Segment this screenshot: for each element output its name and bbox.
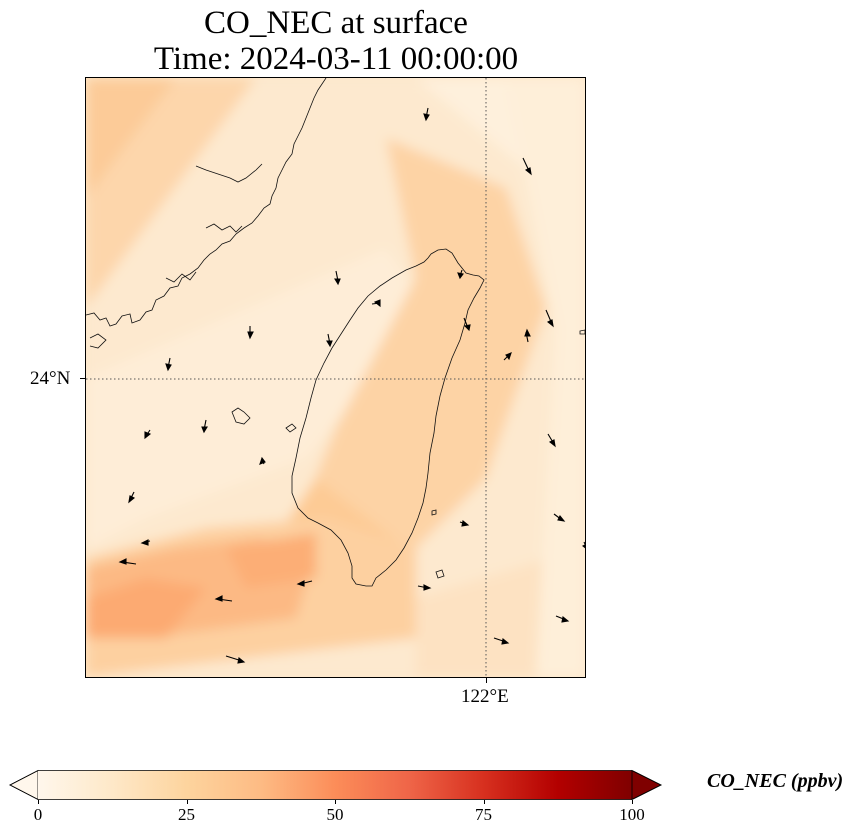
colorbar-tick-label: 75 <box>475 805 492 824</box>
longitude-tick-mark <box>486 678 487 683</box>
penghu-island <box>231 407 251 425</box>
west-islet <box>285 423 297 433</box>
wind-arrow <box>503 352 512 361</box>
wind-arrow <box>225 655 246 664</box>
colorbar-tick-label: 100 <box>619 805 645 824</box>
colorbar-gradient <box>38 770 632 800</box>
wind-arrow <box>581 541 585 549</box>
wind-arrow <box>144 429 152 440</box>
concentration-field <box>86 78 585 677</box>
colorbar-max-extension <box>631 769 662 801</box>
wind-arrow <box>165 357 172 372</box>
orchid-island <box>435 569 445 579</box>
mainland-inlet-1 <box>195 163 263 183</box>
wind-arrow <box>247 326 254 340</box>
colorbar-label: CO_NEC (ppbv) <box>707 770 844 792</box>
colorbar-tick-mark <box>335 800 336 804</box>
wind-arrow <box>547 433 556 448</box>
wind-arrow <box>118 558 137 565</box>
taiwan-coastline <box>291 248 485 587</box>
mainland-inlet-3 <box>165 271 197 283</box>
latitude-label: 24°N <box>30 368 71 389</box>
wind-arrow <box>296 580 313 587</box>
wind-arrow <box>128 491 136 504</box>
colorbar-outline <box>9 770 662 800</box>
wind-arrow <box>423 107 430 122</box>
wind-arrow <box>214 595 233 602</box>
wind-arrow <box>259 456 266 465</box>
colorbar-tick-mark <box>38 800 39 804</box>
wind-arrow <box>545 309 554 328</box>
wind-arrow <box>459 520 470 527</box>
wind-arrow <box>524 328 531 343</box>
map-canvas <box>86 78 585 677</box>
wind-arrow <box>417 584 432 591</box>
latitude-tick-mark <box>80 378 85 379</box>
mainland-inlet-4 <box>89 333 107 349</box>
map-panel <box>85 77 586 678</box>
wind-arrow <box>522 157 532 176</box>
green-island <box>431 509 437 516</box>
longitude-label: 122°E <box>461 686 509 707</box>
east-islet <box>579 329 585 335</box>
wind-arrow <box>457 269 464 280</box>
colorbar-tick-label: 25 <box>178 805 195 824</box>
wind-arrow <box>326 333 333 348</box>
colorbar-min-extension <box>9 769 39 801</box>
wind-arrow <box>140 539 151 546</box>
china-coastline <box>86 78 327 327</box>
wind-arrow <box>555 615 570 623</box>
colorbar-tick-mark <box>632 800 633 804</box>
colorbar-tick-mark <box>186 800 188 804</box>
wind-vectors <box>118 107 585 664</box>
coastlines <box>86 78 585 587</box>
colorbar-tick-label: 0 <box>33 805 43 824</box>
wind-arrow <box>463 317 471 332</box>
map-title: CO_NEC at surface <box>204 5 468 41</box>
mainland-inlet-2 <box>205 223 243 233</box>
wind-arrow <box>553 513 566 522</box>
wind-arrow <box>201 419 208 434</box>
colorbar-tick-mark <box>483 800 485 804</box>
wind-arrow <box>371 299 381 308</box>
wind-arrow <box>493 637 510 645</box>
wind-arrow <box>334 270 341 286</box>
map-time-subtitle: Time: 2024-03-11 00:00:00 <box>153 41 519 77</box>
colorbar-tick-label: 50 <box>326 805 344 824</box>
colorbar <box>9 769 662 801</box>
